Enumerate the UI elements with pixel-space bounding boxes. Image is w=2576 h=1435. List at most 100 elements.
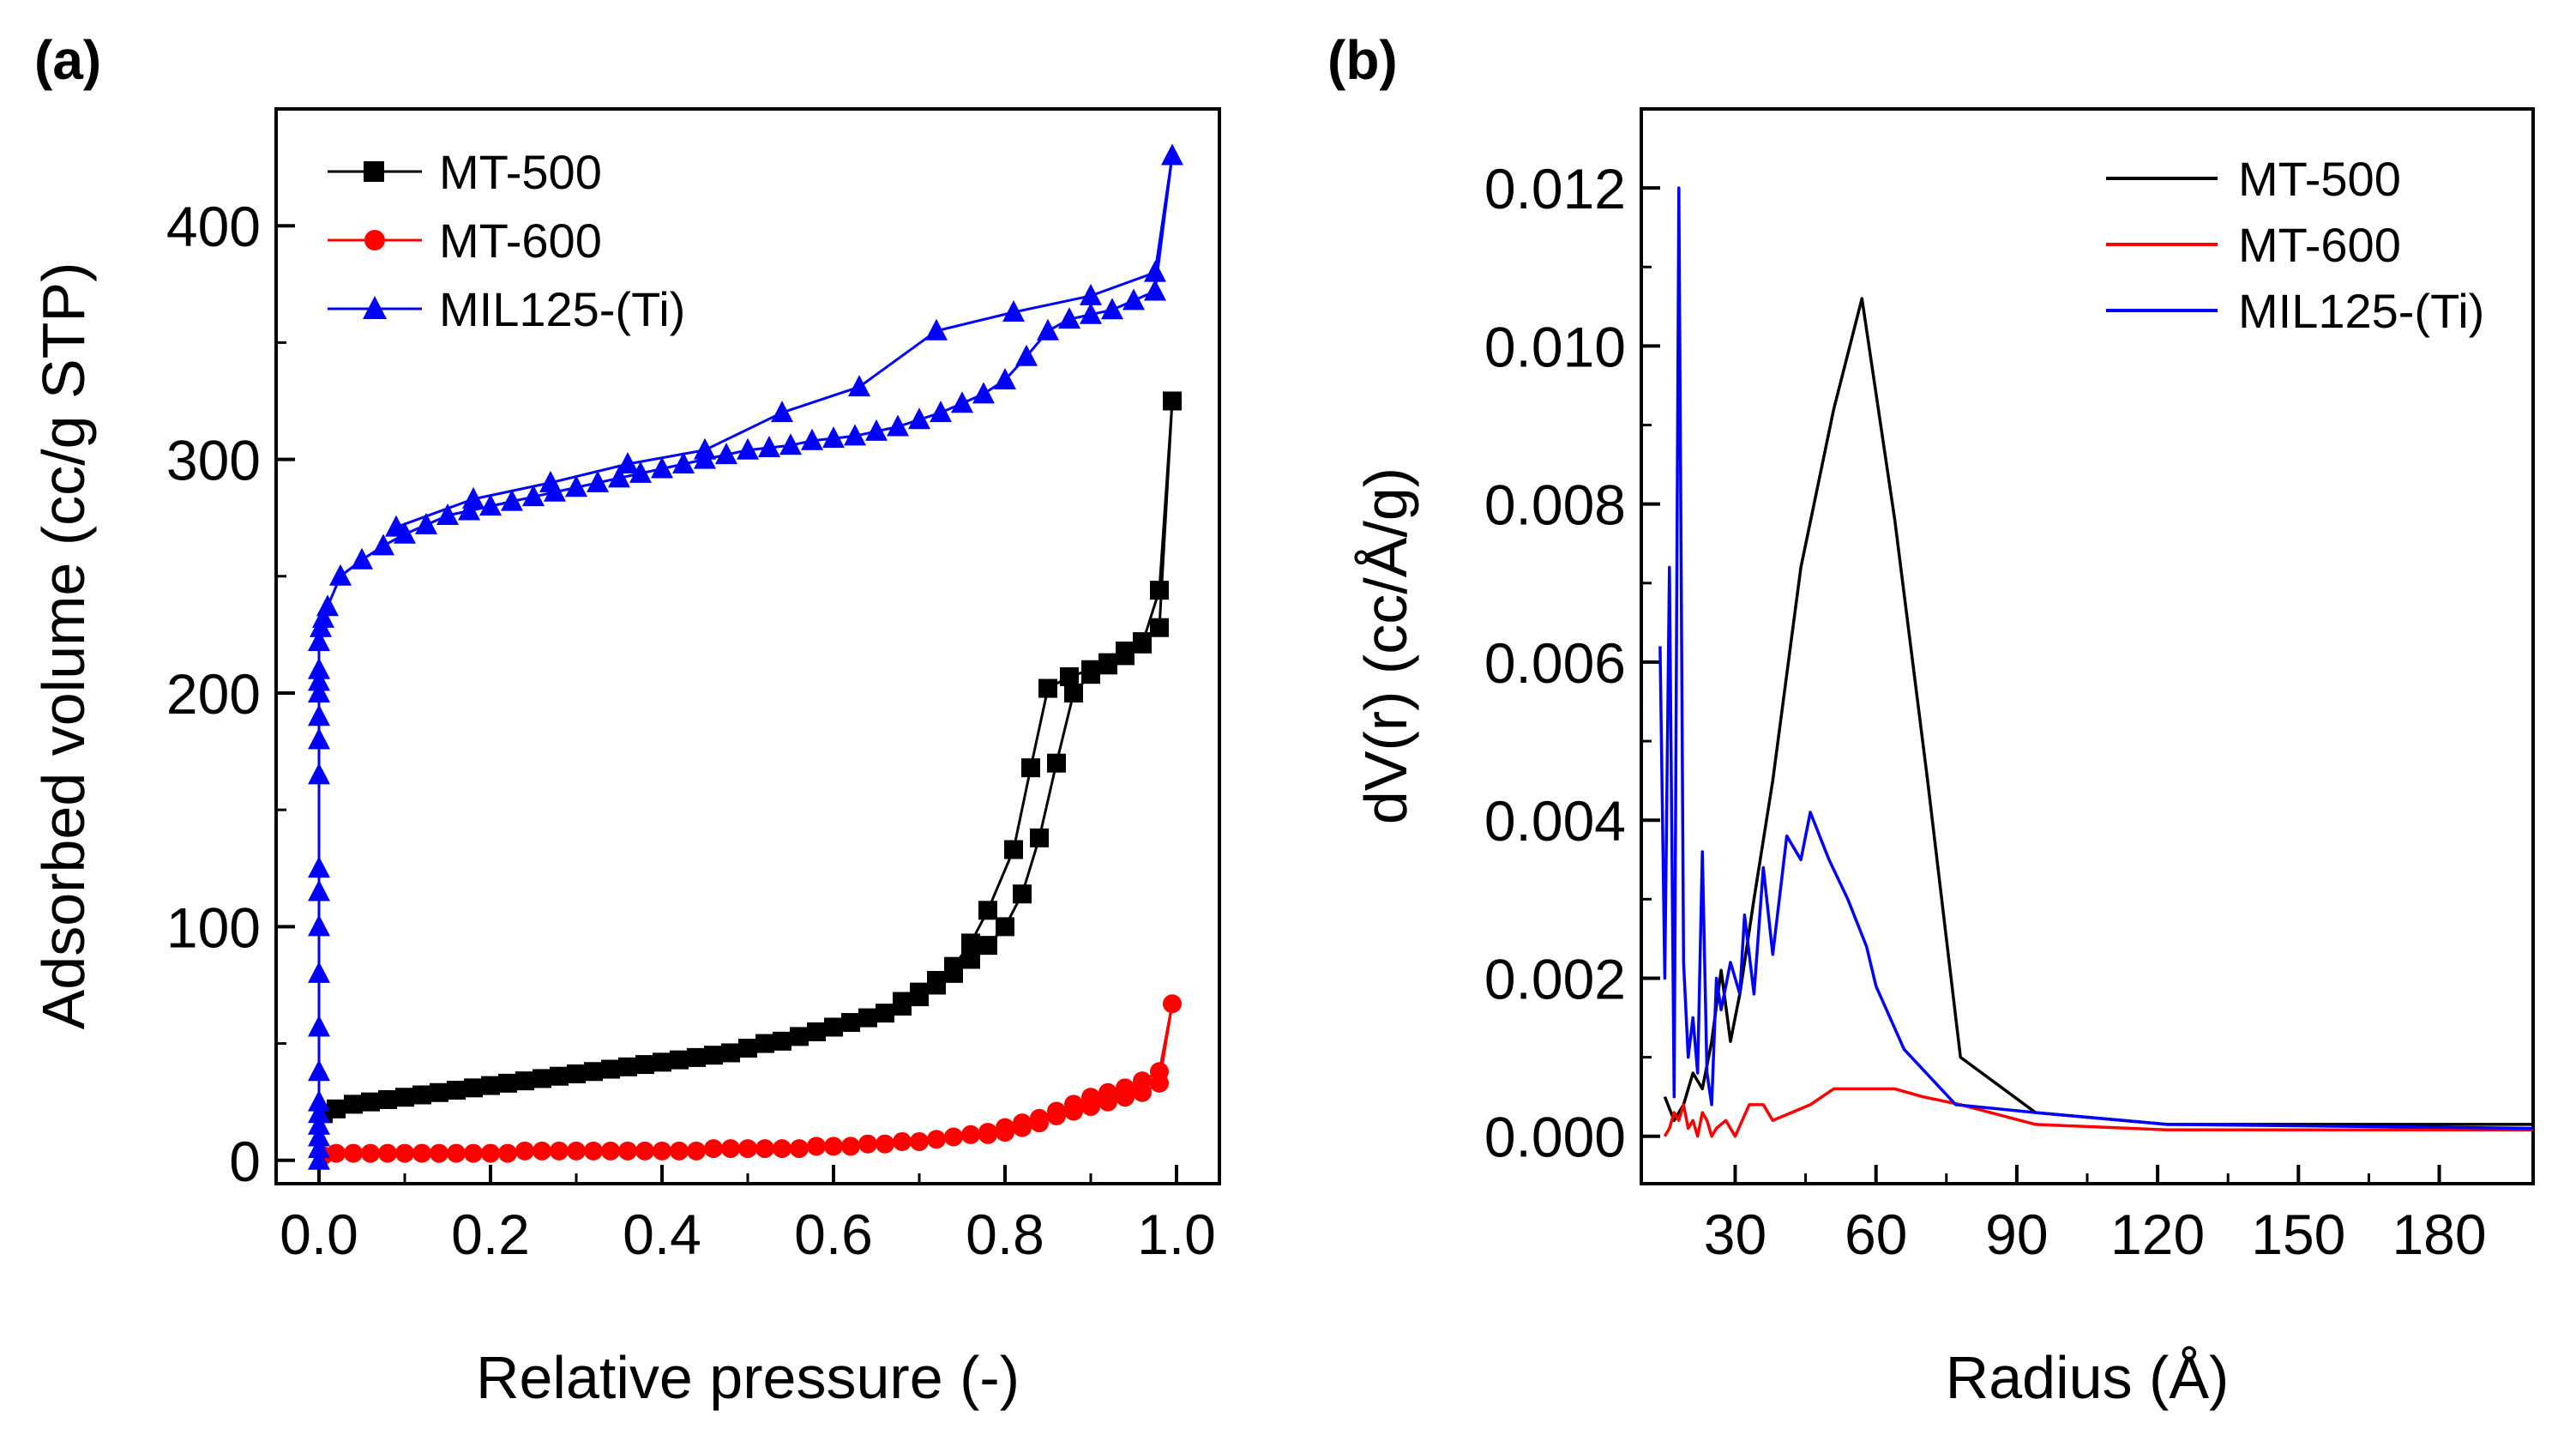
data-point-mt-500 (738, 1039, 757, 1058)
data-point-mt-500 (635, 1055, 654, 1075)
data-point-mt-500 (601, 1059, 620, 1079)
x-tick-label-a: 0.0 (280, 1203, 358, 1266)
data-point-mt-600 (893, 1131, 912, 1151)
data-point-mil125-ti (308, 669, 330, 691)
data-point-mt-600 (550, 1141, 569, 1161)
data-point-mt-500 (1004, 840, 1023, 859)
data-point-mt-600 (755, 1139, 774, 1159)
data-point-mt-600 (670, 1141, 689, 1161)
data-point-mt-600 (430, 1143, 448, 1163)
y-axis-title-b: dV(r) (cc/Å/g) (1352, 467, 1419, 824)
data-point-mt-600 (447, 1143, 466, 1163)
series-group-b (1658, 186, 2534, 1138)
data-point-mt-500 (1064, 683, 1083, 702)
data-point-mt-600 (1133, 1082, 1152, 1102)
y-tick-label-b: 0.002 (1484, 947, 1626, 1010)
data-point-mt-500 (790, 1027, 809, 1046)
x-tick-label-b: 90 (1985, 1203, 2048, 1266)
data-point-mt-500 (1047, 753, 1066, 773)
panel-b: (b) 30 60 90 120 150 180 0.000 0.002 0.004 0.006 0… (1327, 29, 2535, 1411)
data-point-mil125-ti (329, 564, 352, 586)
data-point-mt-600 (1116, 1088, 1135, 1107)
data-point-mt-500 (961, 950, 980, 969)
data-point-mil125-ti (801, 428, 823, 450)
data-point-mt-500 (515, 1071, 534, 1091)
legend-b: MT-500 MT-600 MIL125-(Ti) (2106, 152, 2484, 338)
data-point-mt-600 (790, 1139, 809, 1159)
x-tick-label-b: 30 (1704, 1203, 1766, 1266)
data-point-mt-500 (858, 1008, 877, 1028)
data-point-mil125-ti (865, 419, 888, 441)
data-point-mt-600 (687, 1141, 706, 1161)
data-point-mt-500 (395, 1088, 414, 1107)
series-line-mt-500-b (1663, 297, 2533, 1126)
data-point-mt-500 (961, 933, 980, 953)
data-point-mt-500 (773, 1031, 791, 1051)
data-point-mil125-ti (737, 437, 759, 460)
data-point-mil125-ti (844, 424, 866, 446)
data-point-mt-600 (841, 1137, 860, 1156)
data-point-mt-500 (1013, 884, 1032, 904)
panel-a: (a) 0.0 0.2 0.4 0.6 0.8 1.0 0 100 200 300 400 Rela… (30, 29, 1221, 1411)
data-point-mil125-ti (522, 485, 545, 507)
data-point-mil125-ti (694, 437, 716, 460)
data-point-mil125-ti (1080, 283, 1102, 305)
data-point-mil125-ti (771, 401, 793, 423)
data-point-mil125-ti (629, 461, 652, 483)
data-point-mt-500 (1116, 646, 1135, 666)
x-tick-label-a: 0.6 (794, 1203, 873, 1266)
data-point-mil125-ti (1161, 143, 1183, 166)
data-point-mt-600 (1081, 1097, 1100, 1117)
data-point-mil125-ti (415, 512, 437, 534)
data-point-mt-500 (533, 1069, 551, 1088)
data-point-mt-600 (1013, 1118, 1032, 1137)
data-point-mt-600 (464, 1143, 483, 1163)
x-tick-label-a: 0.2 (451, 1203, 530, 1266)
data-point-mil125-ti (715, 443, 737, 465)
y-tick-label-a: 200 (166, 662, 261, 726)
data-point-mt-500 (430, 1082, 448, 1102)
series-line-mt-600-b (1663, 1087, 2533, 1138)
data-point-mil125-ti (462, 486, 485, 509)
data-point-mil125-ti (651, 456, 673, 479)
data-point-mt-500 (412, 1085, 431, 1105)
data-point-mil125-ti (758, 435, 780, 457)
data-point-mt-600 (361, 1143, 380, 1163)
y-tick-label-b: 0.006 (1484, 631, 1626, 695)
data-point-mil125-ti (308, 961, 330, 983)
data-point-mt-600 (344, 1143, 363, 1163)
legend-marker-mil125-a (363, 296, 387, 319)
data-point-mt-600 (721, 1139, 740, 1159)
data-point-mt-500 (481, 1076, 500, 1095)
data-point-mt-600 (876, 1134, 894, 1154)
data-point-mil125-ti (308, 1089, 330, 1112)
data-point-mt-500 (927, 971, 946, 991)
data-point-mt-600 (1047, 1106, 1066, 1126)
data-point-mt-600 (996, 1123, 1014, 1143)
data-point-mt-600 (327, 1143, 346, 1163)
data-point-mt-600 (858, 1134, 877, 1154)
data-point-mt-600 (412, 1143, 431, 1163)
data-point-mil125-ti (779, 433, 802, 455)
y-tick-label-a: 400 (166, 195, 261, 258)
data-point-mt-500 (704, 1046, 723, 1065)
data-point-mil125-ti (312, 606, 334, 628)
data-point-mt-500 (1150, 618, 1169, 637)
data-point-mt-600 (481, 1143, 500, 1163)
data-point-mt-500 (378, 1089, 397, 1109)
data-point-mt-500 (807, 1022, 826, 1041)
data-point-mil125-ti (994, 367, 1016, 389)
data-point-mil125-ti (1058, 307, 1080, 329)
data-point-mil125-ti (822, 426, 845, 449)
data-point-mil125-ti (908, 407, 930, 430)
data-point-mt-500 (344, 1094, 363, 1114)
series-line-mt-600-a (322, 1002, 1174, 1157)
data-point-mt-500 (1163, 391, 1182, 411)
data-point-mil125-ti (501, 489, 523, 511)
data-point-mt-500 (876, 1004, 894, 1023)
data-point-mil125-ti (372, 534, 394, 556)
data-point-mil125-ti (308, 704, 330, 727)
data-point-mil125-ti (308, 727, 330, 750)
data-point-mt-600 (584, 1141, 603, 1161)
data-point-mt-600 (704, 1139, 723, 1159)
